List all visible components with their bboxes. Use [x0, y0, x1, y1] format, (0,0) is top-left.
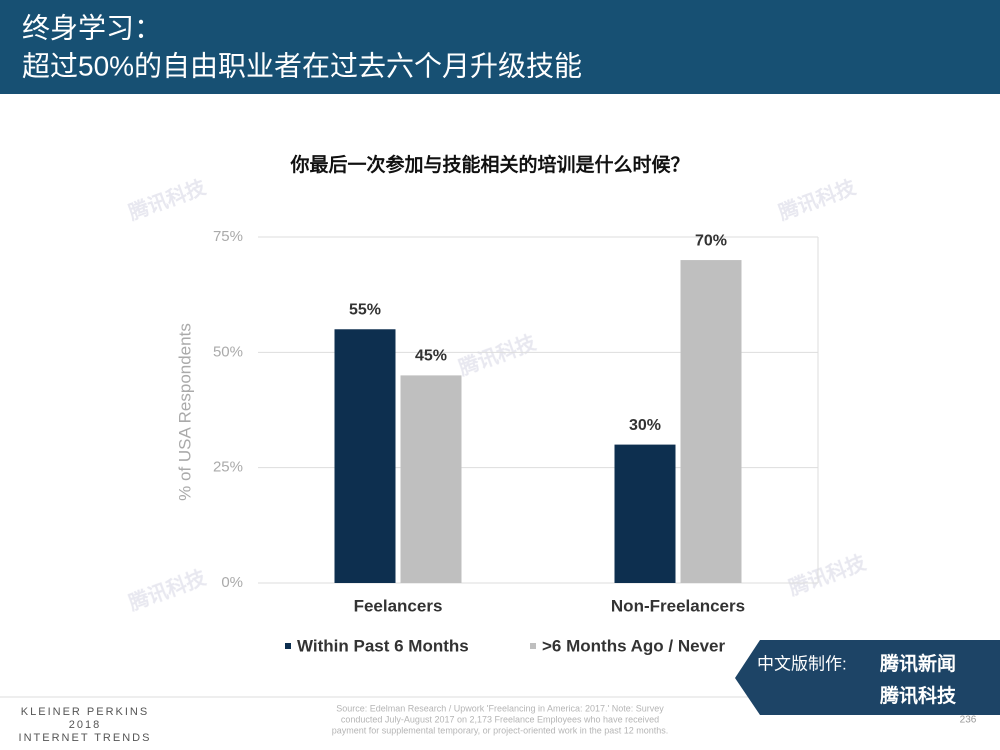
brand-line: INTERNET TRENDS [19, 732, 152, 744]
source-line: payment for supplemental temporary, or p… [332, 725, 669, 735]
value-label: 45% [415, 348, 447, 365]
y-tick-label: 25% [213, 459, 243, 476]
watermark: 腾讯科技 [775, 174, 859, 224]
badge-brand: 腾讯科技 [879, 684, 957, 707]
brand: KLEINER PERKINS 2018 INTERNET TRENDS [19, 706, 152, 744]
legend-label: >6 Months Ago / Never [542, 636, 725, 655]
y-axis-label: % of USA Respondents [175, 323, 194, 501]
header-band [0, 0, 1000, 94]
x-tick-label: Feelancers [354, 596, 443, 615]
header-title: 终身学习： [22, 12, 162, 43]
y-tick-label: 75% [213, 228, 243, 245]
watermark: 腾讯科技 [125, 564, 209, 614]
x-tick-label: Non-Freelancers [611, 596, 745, 615]
value-label: 55% [349, 301, 381, 318]
badge-brand: 腾讯新闻 [879, 652, 956, 675]
value-label: 30% [629, 417, 661, 434]
source-line: Source: Edelman Research / Upwork 'Freel… [336, 703, 664, 713]
bar [680, 260, 742, 583]
legend-label: Within Past 6 Months [297, 636, 469, 655]
header-title: 超过50%的自由职业者在过去六个月升级技能 [22, 50, 582, 81]
value-label: 70% [695, 232, 727, 249]
plot: 0% 25% 50% 75% Feelancers 55% 45% Non-Freelance… [213, 228, 819, 655]
bar [614, 444, 676, 583]
chart-title: 你最后一次参加与技能相关的培训是什么时候？ [289, 153, 689, 176]
brand-line: KLEINER PERKINS [21, 706, 149, 718]
source-line: conducted July-August 2017 on 2,173 Free… [341, 714, 659, 724]
bar [400, 375, 462, 583]
badge-label: 中文版制作: [757, 654, 847, 673]
watermark: 腾讯科技 [125, 174, 209, 224]
watermark: 腾讯科技 [785, 549, 869, 599]
badge [735, 640, 1000, 715]
brand-line: 2018 [69, 719, 101, 731]
y-tick-label: 0% [221, 574, 243, 591]
legend-marker [530, 643, 536, 649]
watermark: 腾讯科技 [455, 329, 539, 379]
y-tick-label: 50% [213, 343, 243, 360]
bar [334, 329, 396, 583]
source: Source: Edelman Research / Upwork 'Freel… [332, 703, 669, 735]
page-number: 236 [960, 715, 977, 726]
legend-marker [285, 643, 291, 649]
